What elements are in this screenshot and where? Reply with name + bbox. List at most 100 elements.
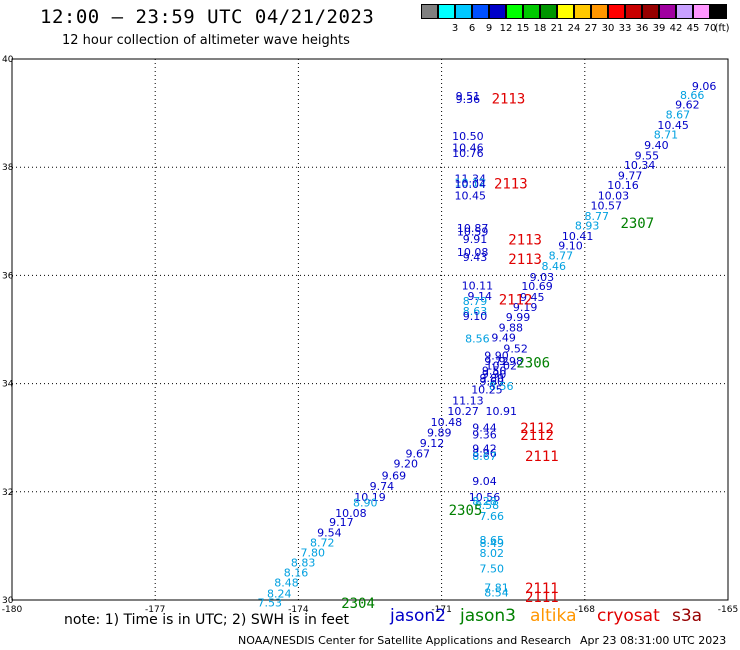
wave-height-label: 9.80 [479,372,504,385]
wave-height-label: 9.10 [463,310,488,323]
wave-height-label: 9.67 [405,447,430,460]
wave-height-label: 10.57 [591,200,623,213]
wave-height-label: 10.03 [598,189,630,202]
legend-swatch [455,4,472,19]
legend-swatch [421,4,438,19]
page-title: 12:00 – 23:59 UTC 04/21/2023 [40,6,375,28]
wave-height-label: 8.48 [274,577,299,590]
wave-height-label: 9.42 [472,443,497,456]
wave-height-label: 8.46 [542,260,567,273]
wave-height-label: 10.50 [452,130,484,143]
wave-height-label: 10.12 [454,176,486,189]
wave-height-label: 7.66 [479,510,504,523]
wave-height-label: 9.44 [472,421,497,434]
wave-height-label: 10.08 [457,246,489,259]
legend-label: 70 [703,23,717,34]
legend-swatch [659,4,676,19]
wave-height-label: 10.76 [452,147,484,160]
legend-swatch [710,4,727,19]
legend-swatch [506,4,523,19]
longitude-tick-label: -168 [575,605,596,615]
wave-height-label: 9.60 [479,375,504,388]
wave-height-label: 9.20 [394,458,419,471]
wave-height-label: 10.08 [335,507,367,520]
wave-height-label: 9.98 [499,355,524,368]
longitude-tick-label: -177 [145,605,165,615]
wave-height-label: 10.02 [486,360,518,373]
latitude-tick-label: 32 [2,488,13,498]
legend-swatch [489,4,506,19]
legend-label: 9 [485,23,493,34]
wave-height-label: 10.46 [452,142,484,155]
wave-height-label: 8.02 [479,547,504,560]
wave-height-label: 9.52 [503,342,528,355]
legend-swatch [557,4,574,19]
wave-height-label: 9.90 [482,368,507,381]
legend-swatch [438,4,455,19]
pass-time-label: 2111 [525,449,559,465]
legend-swatch [676,4,693,19]
legend-unit: (ft) [714,23,730,34]
pass-time-label: 2306 [516,356,550,372]
credit-text: NOAA/NESDIS Center for Satellite Applica… [238,634,572,647]
wave-height-label: 9.74 [370,480,395,493]
longitude-tick-label: -180 [2,605,23,615]
wave-height-label: 8.90 [353,497,378,510]
wave-height-label: 9.55 [635,149,660,162]
wave-height-label: 10.25 [471,384,503,397]
wave-height-label: 9.69 [382,470,407,483]
wave-height-label: 10.45 [657,119,689,132]
wave-height-label: 7.80 [300,546,325,559]
legend-label: 30 [601,23,615,34]
wave-height-label: 8.16 [284,566,309,579]
pass-time-label: 2304 [341,596,375,612]
wave-height-label: 8.67 [472,450,497,463]
satellite-altika: altika [530,606,577,626]
legend-label: 42 [669,23,683,34]
wave-height-label: 10.41 [562,230,594,243]
wave-height-label: 9.04 [472,475,497,488]
legend-label: 18 [533,23,547,34]
wave-height-label: 8.58 [475,499,500,512]
wave-height-label: 10.11 [462,280,494,293]
latitude-tick-label: 34 [2,380,14,390]
wave-height-label: 8.49 [479,537,504,550]
wave-height-label: 8.66 [680,89,705,102]
wave-height-label: 11.13 [452,394,484,407]
legend-label: 33 [618,23,632,34]
wave-height-label: 10.19 [354,491,386,504]
wave-height-label: 8.56 [489,380,514,393]
satellite-cryosat: cryosat [597,606,660,626]
wave-height-label: 8.67 [666,109,691,122]
pass-time-label: 2111 [525,581,559,597]
legend-swatch [591,4,608,19]
wave-height-label: 10.91 [486,405,518,418]
wave-height-label: 10.69 [521,280,553,293]
legend-swatch [642,4,659,19]
wave-height-label: 8.65 [479,534,504,547]
wave-height-label: 9.40 [644,139,669,152]
legend-swatch [540,4,557,19]
legend-label: 36 [635,23,649,34]
pass-time-label: 2112 [520,421,554,437]
wave-height-label: 8.77 [584,210,609,223]
legend-label: 39 [652,23,666,34]
wave-height-label: 9.89 [427,426,452,439]
legend-label: 21 [550,23,564,34]
wave-height-label: 9.36 [456,93,481,106]
wave-height-label: 9.49 [491,332,516,345]
wave-height-label: 8.72 [310,537,335,550]
longitude-tick-label: -174 [288,605,309,615]
wave-height-label: 10.59 [457,226,489,239]
longitude-tick-label: -165 [718,605,738,615]
wave-height-label: 10.04 [454,178,486,191]
satellite-jason2: jason2 [390,606,446,626]
generated-timestamp: Apr 23 08:31:00 UTC 2023 [580,634,727,647]
wave-height-label: 10.87 [457,222,489,235]
pass-time-label: 2113 [508,233,542,249]
wave-height-label: 9.06 [692,80,717,93]
legend-swatch [608,4,625,19]
legend-label: 3 [451,23,459,34]
legend-swatch [523,4,540,19]
wave-height-label: 10.16 [607,179,639,192]
